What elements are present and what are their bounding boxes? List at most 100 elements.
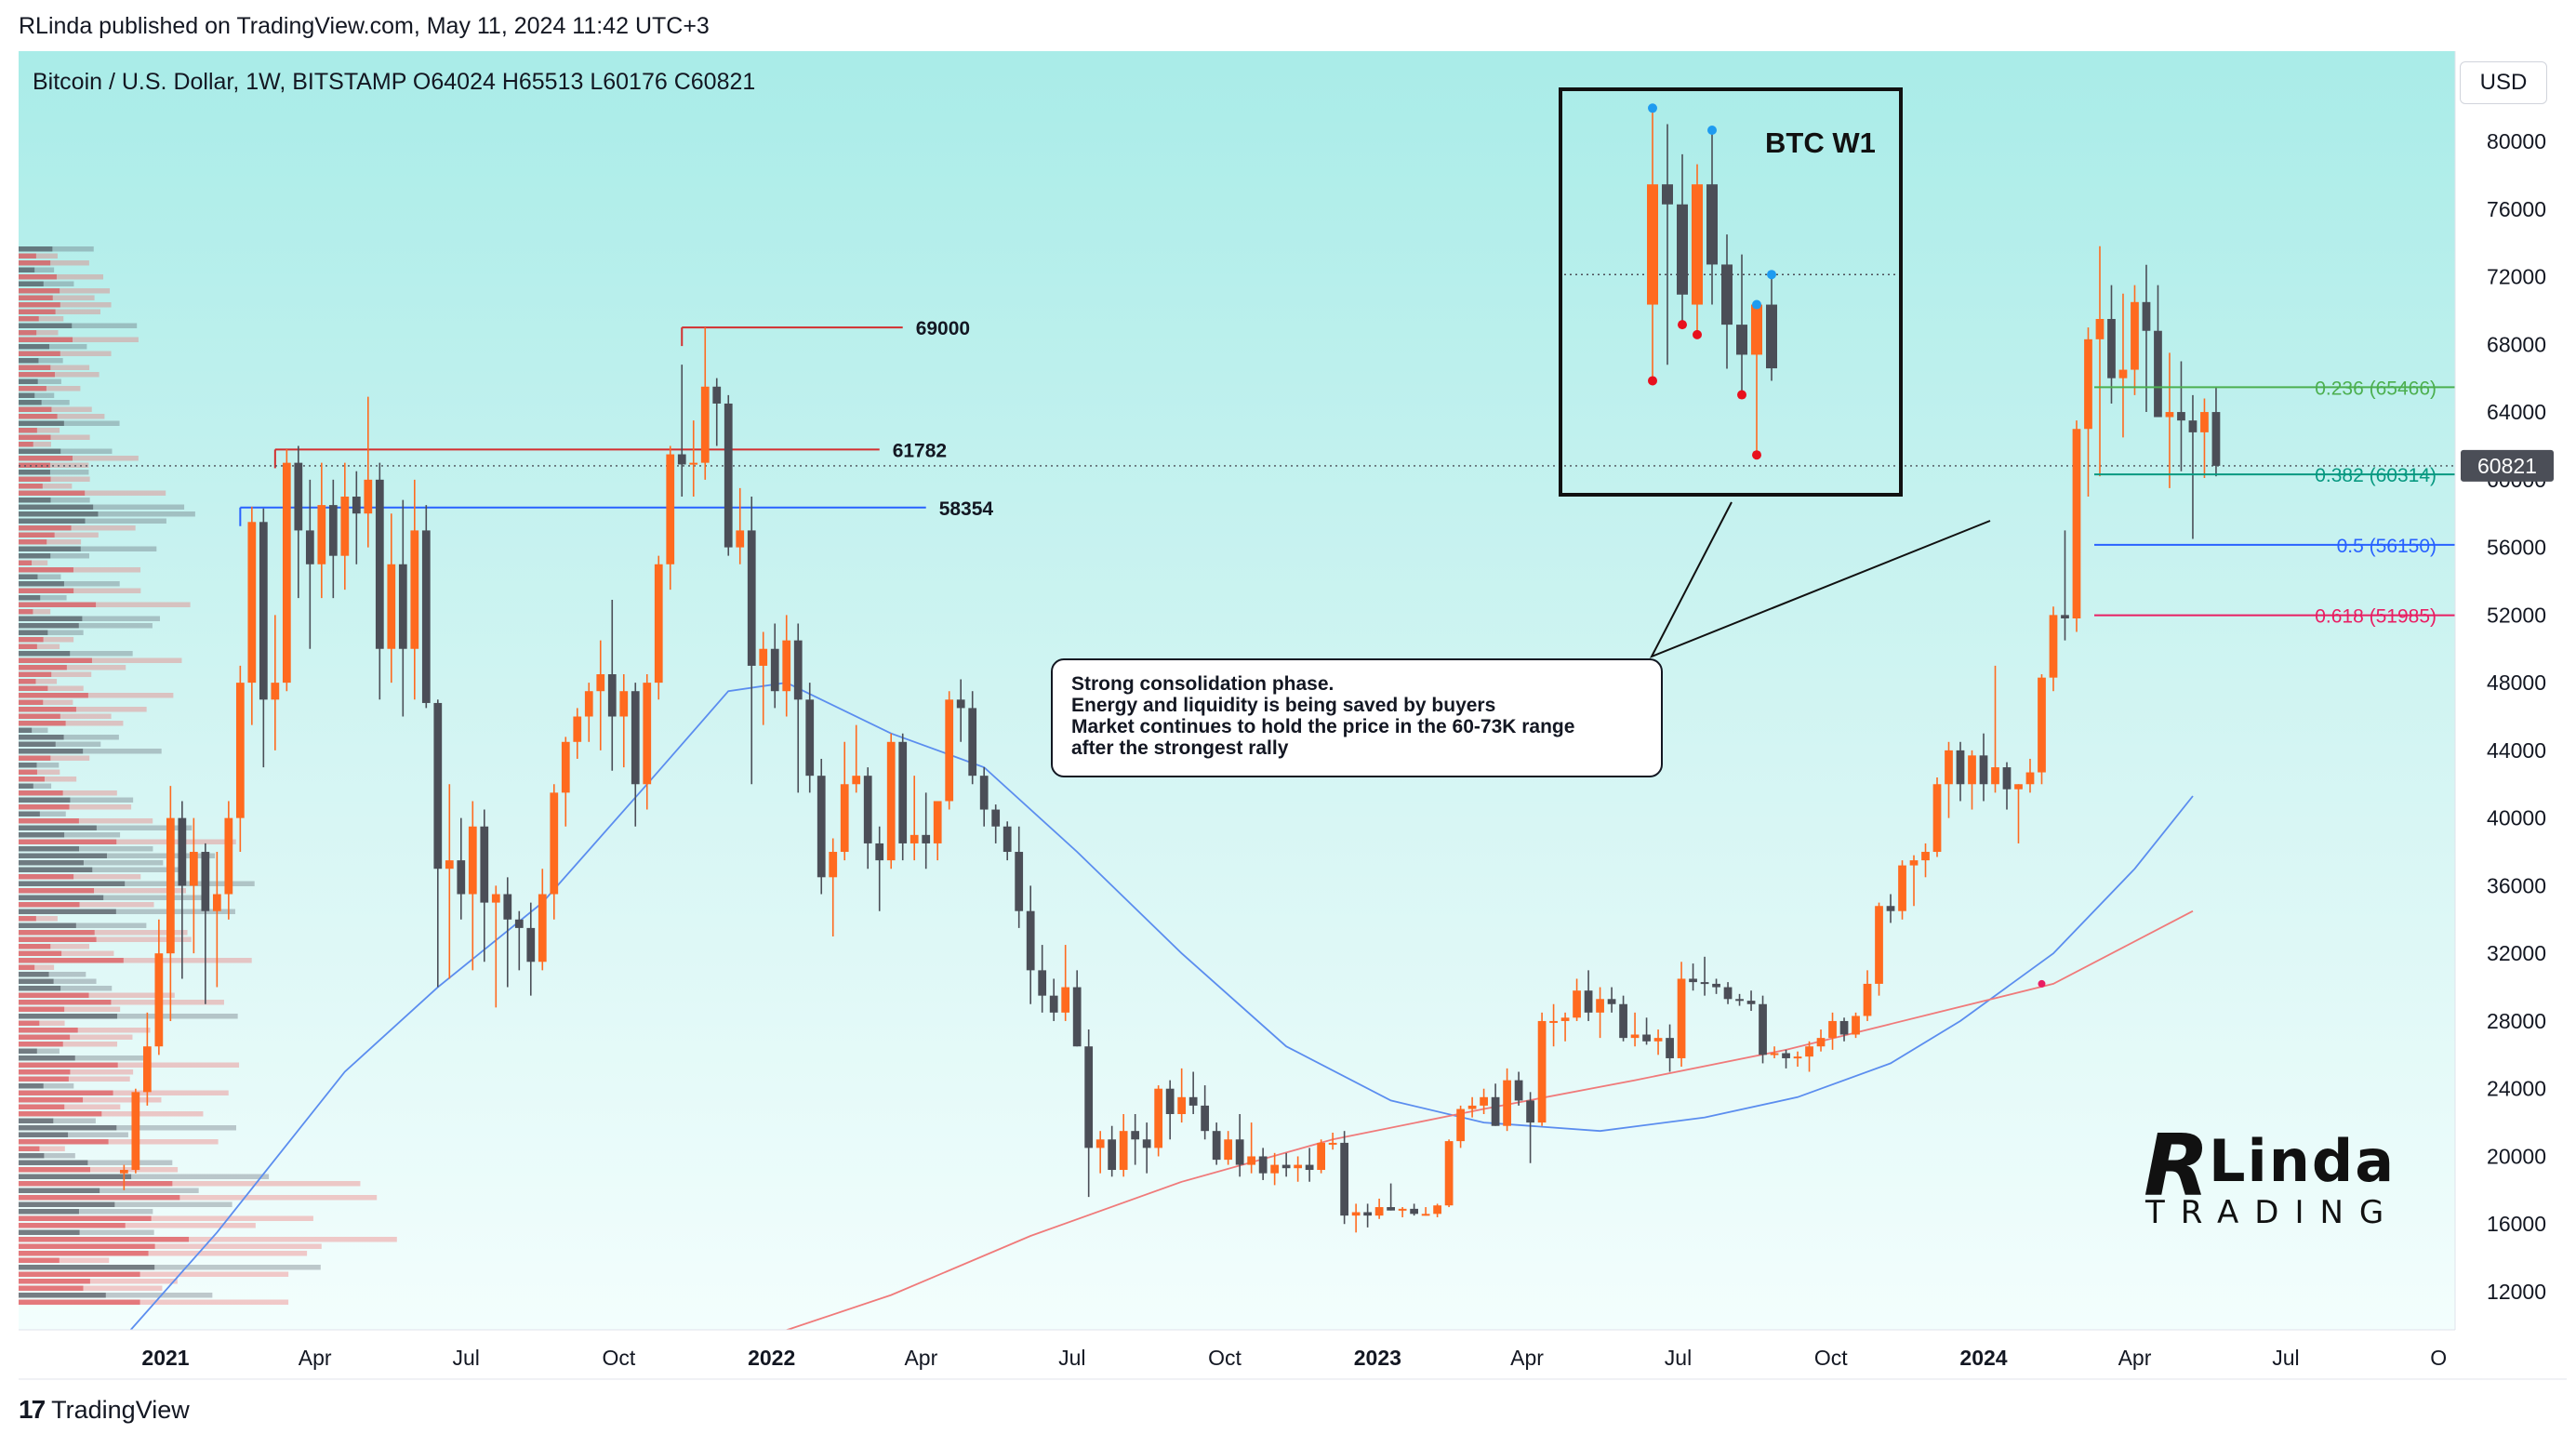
- y-tick-label: 72000: [2487, 265, 2546, 289]
- volume-bar: [19, 546, 81, 551]
- candle-body: [2025, 772, 2035, 785]
- candle-body: [910, 834, 919, 843]
- volume-bar: [19, 588, 141, 593]
- volume-bar: [19, 1048, 37, 1054]
- candle-body: [1444, 1141, 1454, 1206]
- y-tick-label: 52000: [2487, 603, 2546, 627]
- volume-bar: [19, 1279, 90, 1284]
- volume-bar: [19, 484, 43, 489]
- volume-bar: [19, 295, 53, 300]
- volume-bar: [19, 246, 53, 252]
- volume-bar: [19, 930, 188, 936]
- y-tick-label: 68000: [2487, 332, 2546, 356]
- candle-body: [421, 530, 431, 703]
- volume-bar: [19, 783, 33, 789]
- callout-line-3: Market continues to hold the price in th…: [1071, 716, 1575, 737]
- x-tick-label: 2024: [1959, 1346, 2007, 1370]
- volume-bar: [19, 777, 77, 782]
- candle-body: [1677, 978, 1686, 1058]
- volume-bar: [19, 323, 138, 328]
- candle-body: [1956, 750, 1965, 785]
- candle-body: [247, 522, 257, 684]
- y-tick-label: 76000: [2487, 197, 2546, 221]
- candle-body: [1921, 852, 1930, 861]
- candle-body: [654, 564, 663, 684]
- candle-body: [1201, 1105, 1210, 1132]
- volume-bar: [19, 755, 90, 761]
- volume-bar: [19, 679, 58, 684]
- tradingview-logo[interactable]: 17 TradingView: [19, 1395, 190, 1425]
- volume-bar: [19, 818, 79, 824]
- candle-body: [1979, 755, 1988, 785]
- level-label-61782: 61782: [893, 440, 947, 461]
- candle-body: [1374, 1207, 1384, 1216]
- volume-bar: [19, 344, 50, 350]
- inset-low-marker: [1678, 320, 1687, 330]
- volume-bar: [19, 1000, 112, 1005]
- volume-bar: [19, 763, 37, 768]
- y-tick-label: 12000: [2487, 1280, 2546, 1304]
- callout-line-1: Strong consolidation phase.: [1071, 673, 1334, 695]
- volume-bar: [19, 1174, 270, 1179]
- volume-bar: [19, 518, 86, 524]
- x-tick-label: Jul: [2272, 1346, 2299, 1370]
- volume-bar: [19, 693, 174, 698]
- candle-body: [1537, 1020, 1547, 1123]
- volume-bar: [19, 1146, 40, 1151]
- volume-bar: [19, 741, 101, 747]
- y-tick-label: 64000: [2487, 400, 2546, 424]
- candle-body: [886, 741, 896, 861]
- volume-bar: [19, 330, 37, 336]
- volume-bar: [19, 1111, 102, 1117]
- volume-bar: [19, 958, 252, 963]
- volume-bar: [19, 1209, 153, 1215]
- candle-body: [898, 741, 908, 843]
- candle-body: [2107, 319, 2116, 378]
- volume-bar: [19, 414, 58, 419]
- volume-bar: [19, 1195, 378, 1201]
- x-tick-label: Jul: [1665, 1346, 1692, 1370]
- x-tick-label: Jul: [452, 1346, 479, 1370]
- candle-body: [1467, 1105, 1477, 1109]
- candle-body: [224, 817, 233, 895]
- volume-bar: [19, 490, 166, 496]
- volume-bar: [19, 888, 95, 894]
- candle-body: [1026, 910, 1035, 971]
- volume-bar: [19, 874, 141, 880]
- candle-body: [201, 852, 210, 911]
- candle-body: [1258, 1156, 1268, 1174]
- candle-body: [282, 462, 291, 684]
- volume-bar: [19, 267, 35, 272]
- candle-body: [1805, 1046, 1813, 1057]
- candle-body: [875, 843, 884, 861]
- currency-button[interactable]: USD: [2460, 61, 2547, 104]
- candle-body: [933, 801, 942, 843]
- volume-bar: [19, 1201, 115, 1207]
- volume-bar: [19, 964, 35, 970]
- volume-bar: [19, 316, 64, 322]
- volume-bar: [19, 1097, 84, 1103]
- volume-bar: [19, 1139, 109, 1145]
- volume-bar: [19, 763, 60, 768]
- volume-bar: [19, 1215, 313, 1221]
- volume-bar: [19, 281, 44, 286]
- candle-body: [1549, 1020, 1558, 1023]
- volume-bar: [19, 1223, 126, 1228]
- candle-body: [480, 826, 489, 903]
- candle-body: [724, 403, 733, 548]
- candle-body: [491, 894, 500, 903]
- volume-bar: [19, 470, 89, 475]
- volume-bar: [19, 1257, 110, 1263]
- volume-bar: [19, 1181, 361, 1187]
- volume-bar: [19, 1229, 154, 1235]
- inset-low-marker: [1737, 390, 1746, 400]
- volume-bar: [19, 623, 153, 629]
- candle-body: [1119, 1131, 1128, 1171]
- volume-bar: [19, 1034, 71, 1040]
- volume-bar: [19, 490, 86, 496]
- volume-bar: [19, 1237, 190, 1242]
- volume-bar: [19, 804, 132, 810]
- x-tick-label: 2023: [1354, 1346, 1401, 1370]
- watermark-trading: TRADING: [2145, 1194, 2400, 1231]
- callout-pointer: [1649, 501, 1991, 658]
